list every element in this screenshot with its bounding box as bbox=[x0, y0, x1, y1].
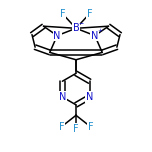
Text: F: F bbox=[87, 9, 92, 19]
Text: N: N bbox=[54, 31, 61, 41]
Text: −: − bbox=[79, 21, 84, 26]
Text: F: F bbox=[73, 124, 79, 134]
Text: N: N bbox=[86, 92, 93, 102]
Text: F: F bbox=[60, 9, 65, 19]
Text: +: + bbox=[97, 28, 103, 33]
Text: N: N bbox=[59, 92, 66, 102]
Text: B: B bbox=[73, 23, 79, 33]
Text: F: F bbox=[59, 122, 64, 132]
Text: N: N bbox=[91, 31, 98, 41]
Text: F: F bbox=[88, 122, 93, 132]
